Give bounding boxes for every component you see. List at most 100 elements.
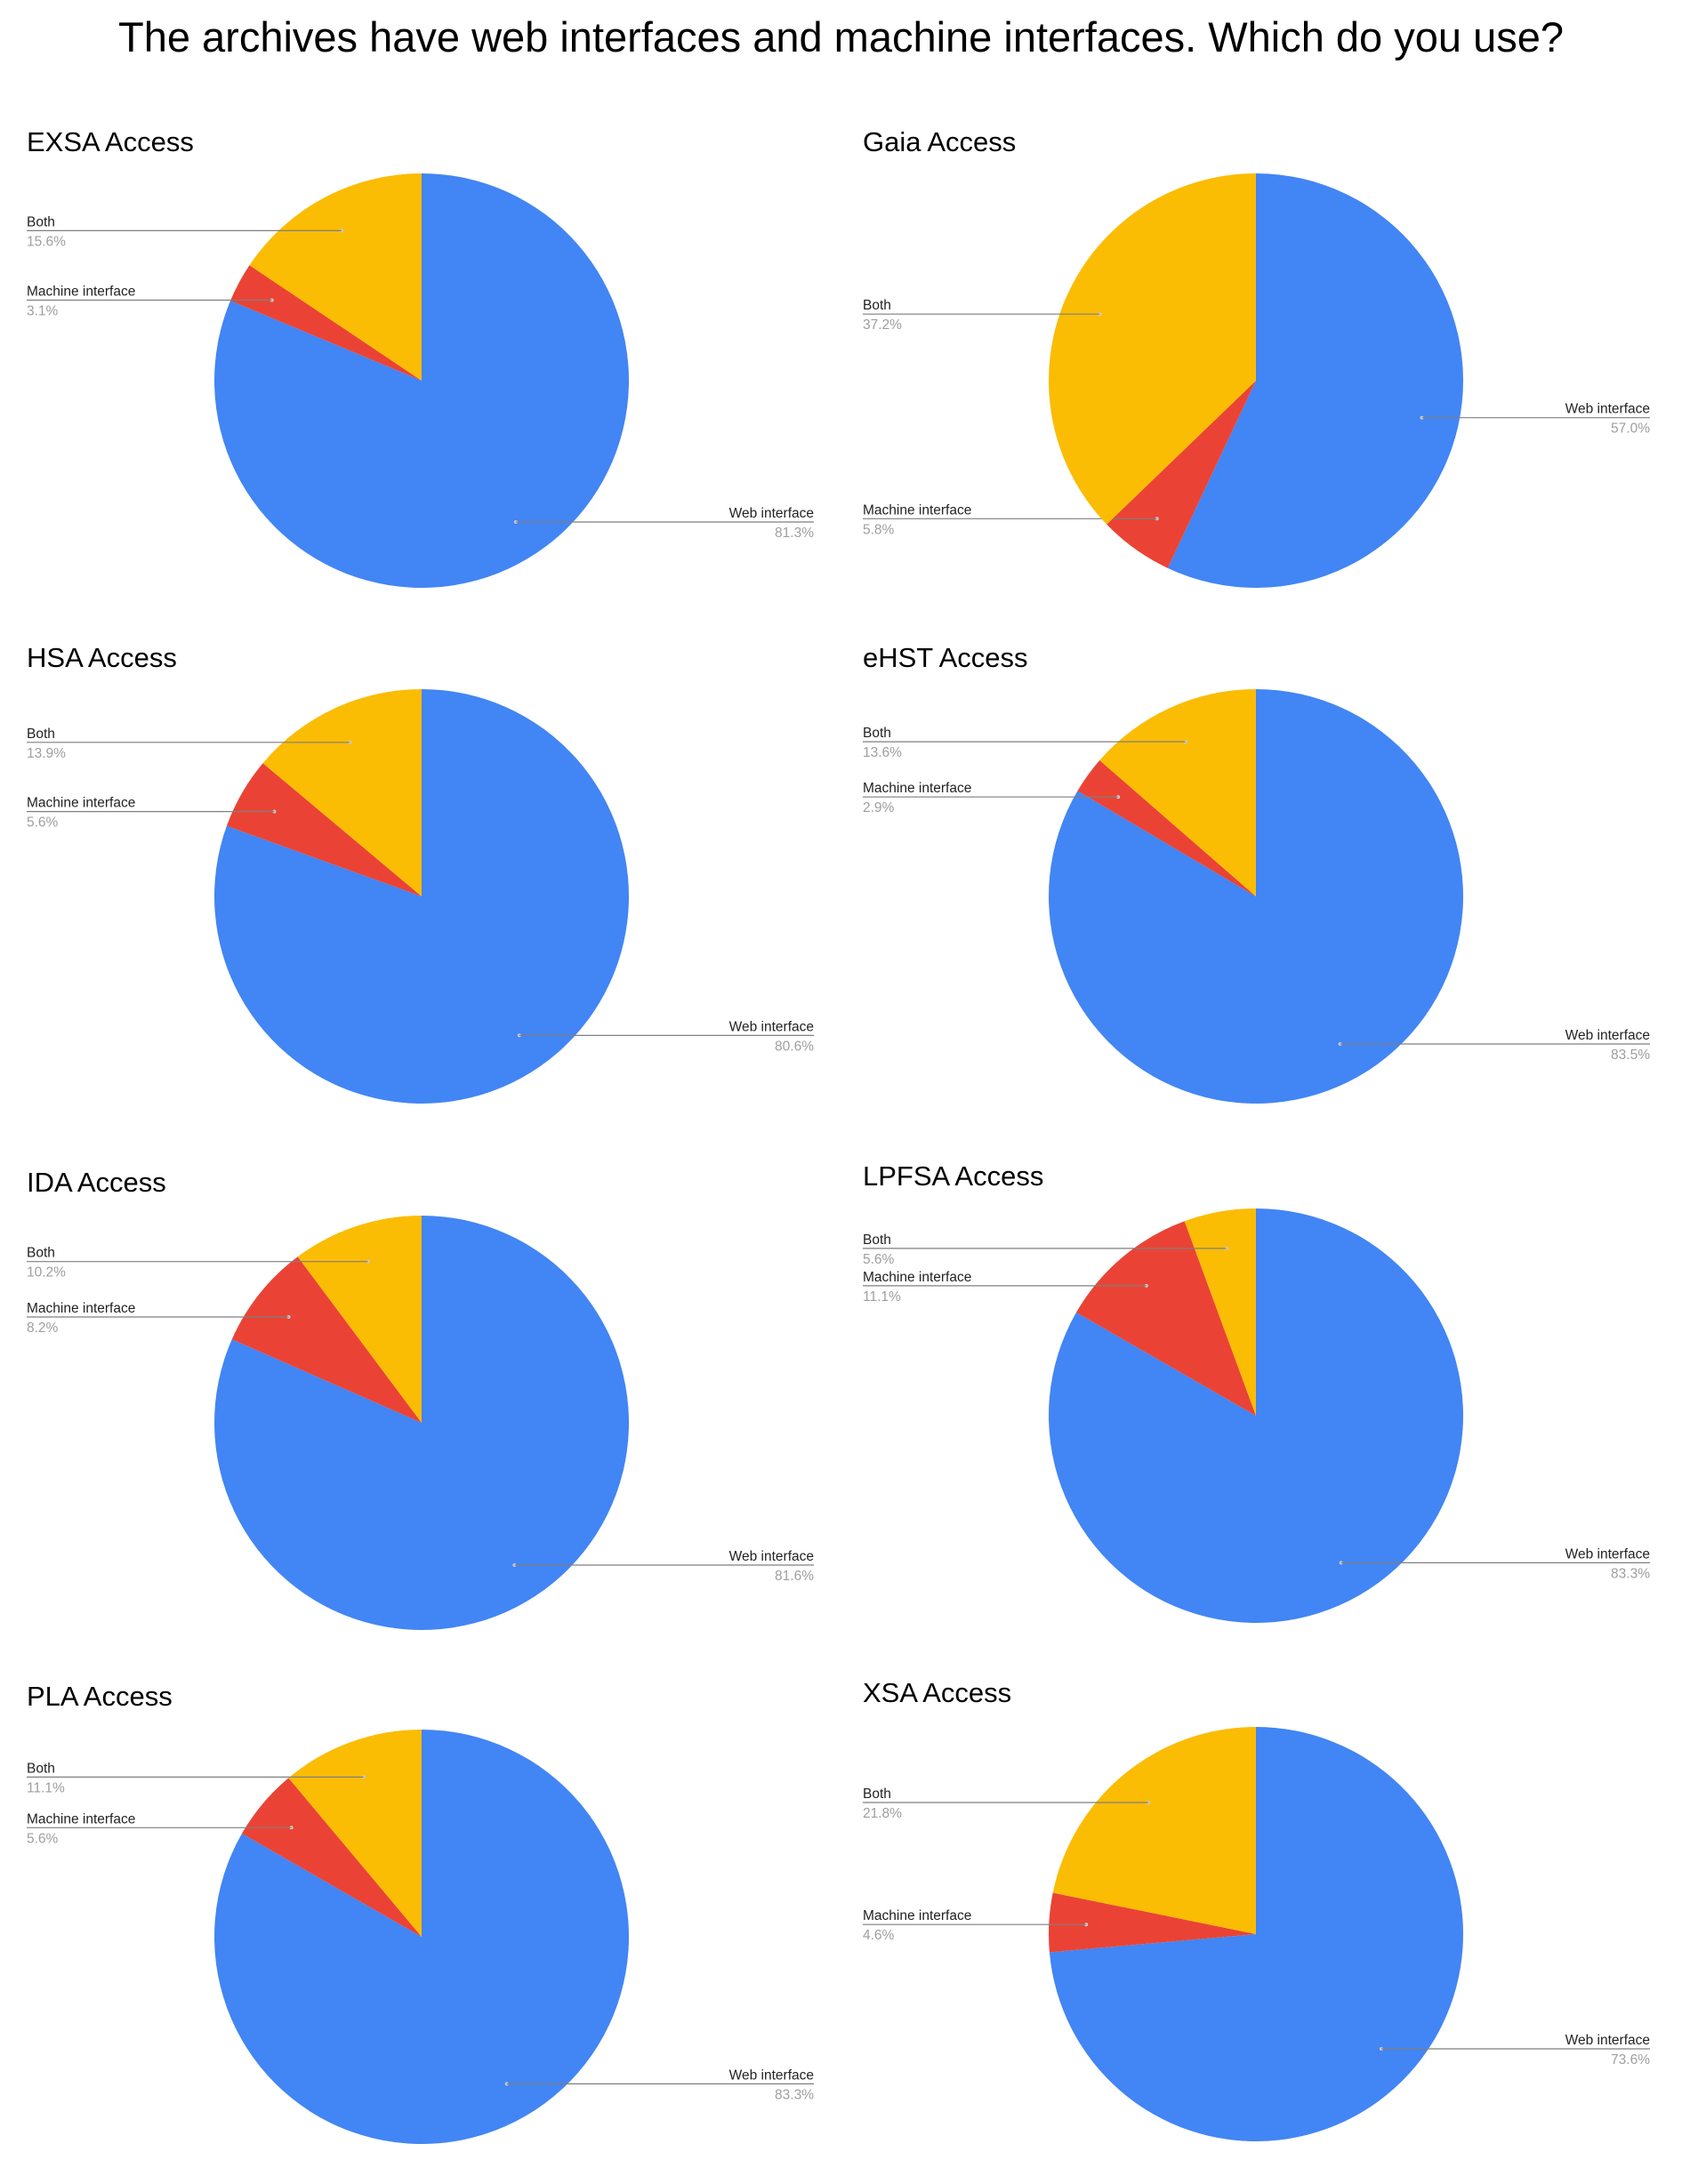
pie-slice-web-interface xyxy=(1048,1208,1463,1624)
slice-label-percent: 2.9% xyxy=(863,800,895,815)
slice-label-machine-interface: Machine interface 8.2% xyxy=(27,1301,291,1336)
slice-label-name: Machine interface xyxy=(27,1811,135,1827)
slice-label-name: Both xyxy=(863,298,891,313)
pie-slice-both xyxy=(1099,689,1256,896)
slice-label-percent: 13.9% xyxy=(27,746,66,761)
chart-title: Gaia Access xyxy=(863,126,1016,157)
pie-slice-web-interface xyxy=(214,173,630,588)
chart-title: EXSA Access xyxy=(27,126,194,157)
pie-chart-5: IDA Access Web interface 81.6% Machine inte… xyxy=(27,1167,814,1630)
pie-slice-machine-interface xyxy=(231,1257,422,1423)
slice-label-machine-interface: Machine interface 11.1% xyxy=(863,1270,1148,1305)
slice-label-name: Web interface xyxy=(729,2068,814,2083)
pie-slice-machine-interface xyxy=(226,763,422,896)
pie-slice-both xyxy=(1052,1727,1256,1934)
slice-label-percent: 57.0% xyxy=(1611,422,1650,437)
slice-label-percent: 83.5% xyxy=(1611,1048,1650,1063)
pie-chart-4: eHST Access Web interface 83.5% Machine int… xyxy=(863,642,1650,1104)
slice-label-name: Both xyxy=(863,1787,891,1802)
slice-label-percent: 13.6% xyxy=(863,745,902,760)
slice-label-name: Machine interface xyxy=(863,781,971,796)
slice-label-name: Web interface xyxy=(1565,1546,1650,1562)
pie-slice-web-interface xyxy=(213,689,629,1104)
slice-label-percent: 81.3% xyxy=(775,526,814,541)
slice-label-name: Both xyxy=(27,1246,55,1261)
slice-label-both: Both 37.2% xyxy=(863,298,1102,333)
slice-label-web-interface: Web interface 83.3% xyxy=(1339,1546,1650,1581)
slice-label-name: Web interface xyxy=(1565,2033,1650,2048)
pie-slice-web-interface xyxy=(1167,173,1464,589)
slice-label-web-interface: Web interface 81.6% xyxy=(512,1549,814,1584)
pie-chart-6: LPFSA Access Web interface 83.3% Machine in… xyxy=(863,1160,1650,1624)
slice-label-web-interface: Web interface 73.6% xyxy=(1379,2033,1650,2068)
slice-label-both: Both 15.6% xyxy=(27,214,344,249)
slice-label-name: Machine interface xyxy=(27,1301,135,1316)
slice-label-percent: 8.2% xyxy=(27,1321,59,1336)
pie-chart-8: XSA Access Web interface 73.6% Machine inte… xyxy=(863,1677,1650,2141)
slice-label-machine-interface: Machine interface 3.1% xyxy=(27,285,274,319)
pie-slice-both xyxy=(288,1730,422,1937)
pie-slice-web-interface xyxy=(1049,688,1464,1104)
slice-label-web-interface: Web interface 81.3% xyxy=(513,506,814,541)
slice-label-percent: 83.3% xyxy=(775,2087,814,2102)
slice-label-name: Web interface xyxy=(1565,402,1650,417)
slice-label-percent: 80.6% xyxy=(775,1039,814,1054)
slice-label-machine-interface: Machine interface 5.6% xyxy=(27,1811,294,1846)
pie-slice-machine-interface xyxy=(241,1778,422,1937)
slice-label-both: Both 13.6% xyxy=(863,726,1187,760)
slice-label-name: Web interface xyxy=(1565,1028,1650,1043)
slice-label-percent: 81.6% xyxy=(775,1569,814,1584)
slice-label-machine-interface: Machine interface 4.6% xyxy=(863,1908,1089,1943)
pie-slice-both xyxy=(1049,173,1256,525)
slice-label-percent: 3.1% xyxy=(27,304,59,319)
slice-label-name: Machine interface xyxy=(863,1270,971,1285)
page-title: The archives have web interfaces and mac… xyxy=(118,13,1564,60)
slice-label-name: Both xyxy=(863,1233,891,1248)
slice-label-percent: 5.8% xyxy=(863,522,895,537)
slice-label-name: Both xyxy=(27,727,55,742)
slice-label-name: Web interface xyxy=(729,1549,814,1564)
slice-label-web-interface: Web interface 83.5% xyxy=(1338,1028,1650,1063)
slice-label-percent: 37.2% xyxy=(863,317,902,333)
slice-label-both: Both 10.2% xyxy=(27,1246,370,1281)
slice-label-web-interface: Web interface 80.6% xyxy=(517,1019,814,1054)
pie-chart-7: PLA Access Web interface 83.3% Machine inte… xyxy=(27,1681,814,2144)
slice-label-percent: 11.1% xyxy=(27,1780,65,1795)
pie-slice-machine-interface xyxy=(1075,1221,1256,1416)
slice-label-name: Web interface xyxy=(729,506,814,521)
pie-slice-machine-interface xyxy=(1107,381,1256,568)
pie-slice-web-interface xyxy=(213,1216,629,1630)
pie-slice-web-interface xyxy=(213,1730,629,2144)
slice-label-machine-interface: Machine interface 5.6% xyxy=(27,796,277,831)
slice-label-percent: 11.1% xyxy=(863,1289,901,1305)
pie-slice-both xyxy=(249,173,422,381)
slice-label-percent: 21.8% xyxy=(863,1806,902,1821)
slice-label-name: Web interface xyxy=(729,1019,814,1034)
chart-title: IDA Access xyxy=(27,1167,166,1198)
slice-label-percent: 5.6% xyxy=(27,815,59,831)
slice-label-percent: 5.6% xyxy=(27,1831,59,1846)
pie-slice-web-interface xyxy=(1049,1727,1463,2141)
slice-label-percent: 15.6% xyxy=(27,234,66,249)
chart-title: LPFSA Access xyxy=(863,1160,1043,1192)
chart-title: PLA Access xyxy=(27,1681,173,1712)
slice-label-percent: 83.3% xyxy=(1611,1566,1650,1581)
pie-slice-machine-interface xyxy=(230,265,422,381)
slice-label-name: Machine interface xyxy=(27,285,135,300)
slice-label-percent: 5.6% xyxy=(863,1252,895,1267)
chart-title: XSA Access xyxy=(863,1677,1011,1708)
chart-title: HSA Access xyxy=(27,642,177,673)
pie-slice-machine-interface xyxy=(1077,760,1256,896)
slice-label-name: Machine interface xyxy=(863,1908,971,1923)
slice-label-both: Both 13.9% xyxy=(27,727,352,761)
slice-label-web-interface: Web interface 57.0% xyxy=(1420,402,1650,437)
slice-label-both: Both 11.1% xyxy=(27,1761,366,1795)
slice-label-web-interface: Web interface 83.3% xyxy=(504,2068,814,2102)
slice-label-both: Both 21.8% xyxy=(863,1787,1151,1821)
slice-label-name: Both xyxy=(27,1761,55,1776)
pie-chart-2: Gaia Access Web interface 57.0% Machine int… xyxy=(863,126,1650,589)
pie-slice-both xyxy=(297,1216,422,1423)
slice-label-name: Both xyxy=(863,726,891,741)
slice-label-name: Both xyxy=(27,214,55,229)
